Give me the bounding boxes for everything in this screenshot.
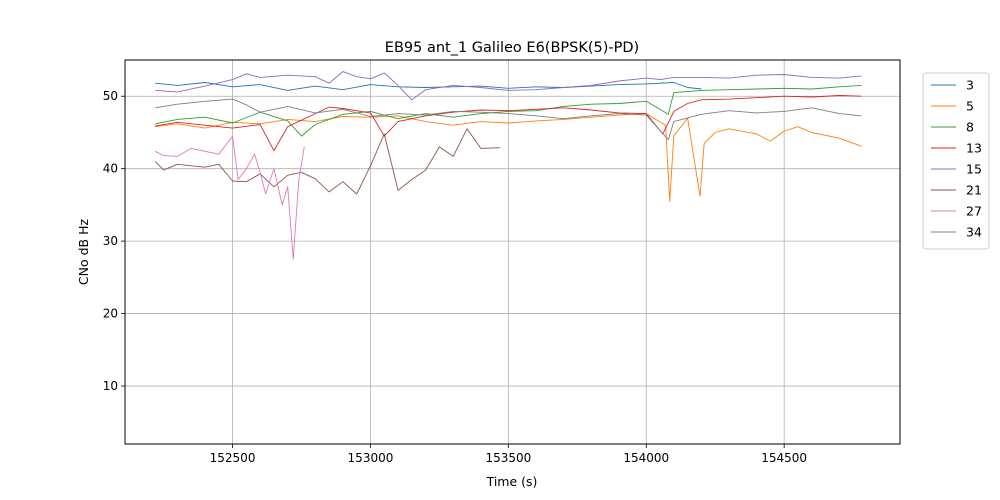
legend-label-15: 15 [966, 162, 982, 177]
y-tick-label: 10 [103, 379, 118, 393]
y-tick-label: 30 [103, 234, 118, 248]
legend-label-34: 34 [966, 225, 982, 240]
y-tick-label: 50 [103, 89, 118, 103]
grid-lines [125, 60, 900, 444]
plot-area-frame [124, 59, 901, 445]
legend-box [922, 72, 990, 250]
series-line-13 [155, 95, 862, 152]
x-axis-label: Time (s) [486, 474, 538, 489]
y-axis-label: CNo dB Hz [76, 218, 91, 285]
legend-label-8: 8 [966, 120, 974, 135]
series-line-21 [154, 128, 501, 195]
series-lines [154, 71, 862, 260]
y-tick-label: 20 [103, 307, 118, 321]
series-line-8 [155, 84, 862, 137]
legend: 3 5 8 13 15 21 27 34 [922, 72, 990, 250]
x-tick-label: 153500 [485, 451, 531, 465]
legend-label-13: 13 [966, 141, 982, 156]
x-tick-label: 154500 [761, 451, 807, 465]
legend-label-5: 5 [966, 99, 974, 114]
legend-label-21: 21 [966, 183, 982, 198]
x-tick-label: 154000 [623, 451, 669, 465]
chart-title: EB95 ant_1 Galileo E6(BPSK(5)-PD) [385, 40, 639, 56]
x-tick-label: 152500 [210, 451, 256, 465]
x-tick-label: 153000 [348, 451, 394, 465]
series-line-27 [155, 135, 305, 260]
series-line-34 [155, 98, 862, 141]
axis-ticks: 152500 153000 153500 154000 154500 10 20 30 40 50 [103, 89, 807, 465]
y-tick-label: 40 [103, 162, 118, 176]
legend-label-27: 27 [966, 204, 982, 219]
legend-label-3: 3 [966, 78, 974, 93]
series-line-15 [155, 71, 862, 101]
